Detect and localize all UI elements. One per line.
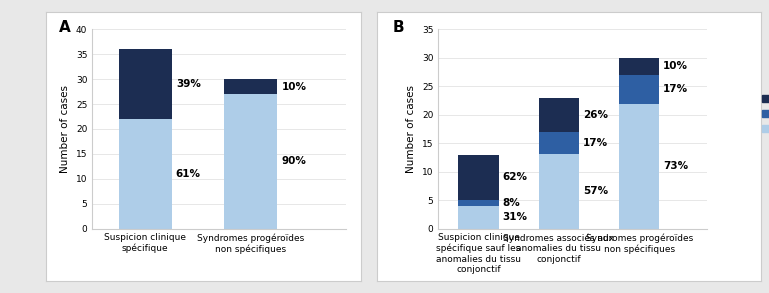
Bar	[458, 200, 498, 206]
Bar	[619, 58, 659, 75]
Bar	[225, 94, 278, 229]
Bar	[539, 132, 579, 154]
Text: 10%: 10%	[281, 81, 307, 92]
Bar	[118, 49, 171, 119]
Legend: classe 4-5, classe 3, classe 1-2: classe 4-5, classe 3, classe 1-2	[758, 90, 769, 137]
Y-axis label: Number of cases: Number of cases	[406, 85, 416, 173]
Legend: classe 4-5, classe 1-2-3: classe 4-5, classe 1-2-3	[387, 84, 481, 117]
Text: 90%: 90%	[281, 156, 306, 166]
Bar	[619, 104, 659, 229]
Text: 57%: 57%	[583, 186, 608, 196]
Text: 61%: 61%	[176, 169, 201, 179]
Text: 26%: 26%	[583, 110, 608, 120]
Text: 31%: 31%	[503, 212, 528, 222]
Text: 8%: 8%	[503, 198, 521, 208]
Text: 17%: 17%	[583, 138, 608, 148]
Text: 62%: 62%	[503, 173, 528, 183]
Text: 10%: 10%	[664, 61, 688, 71]
Text: 39%: 39%	[176, 79, 201, 89]
Bar	[539, 154, 579, 229]
Bar	[458, 206, 498, 229]
Text: A: A	[58, 20, 71, 35]
Text: 17%: 17%	[664, 84, 688, 94]
Bar	[225, 79, 278, 94]
Text: 73%: 73%	[664, 161, 688, 171]
Bar	[118, 119, 171, 229]
Bar	[458, 154, 498, 200]
Bar	[619, 75, 659, 104]
Bar	[539, 98, 579, 132]
Y-axis label: Number of cases: Number of cases	[60, 85, 70, 173]
Text: B: B	[392, 20, 404, 35]
